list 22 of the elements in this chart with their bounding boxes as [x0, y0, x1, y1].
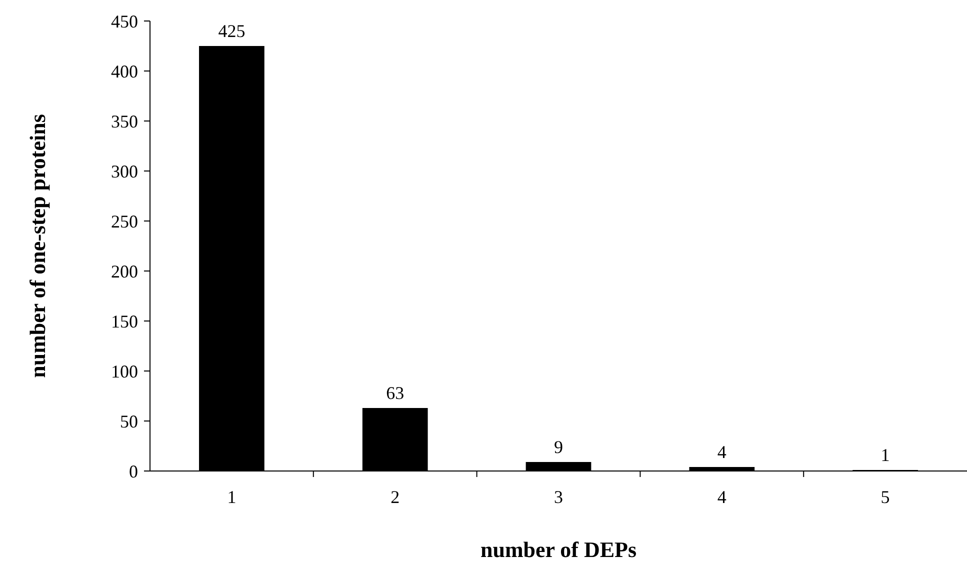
- x-tick-label: 2: [390, 487, 400, 507]
- data-label: 1: [880, 445, 890, 465]
- x-tick-label: 1: [227, 487, 236, 507]
- y-axis-title: number of one-step proteins: [25, 114, 50, 378]
- y-tick-label: 100: [111, 361, 138, 382]
- data-label: 425: [218, 21, 246, 41]
- data-label: 9: [554, 437, 563, 457]
- y-tick-label: 200: [111, 261, 138, 282]
- x-tick-label: 4: [717, 487, 726, 507]
- data-label: 4: [717, 442, 726, 462]
- x-tick-label: 3: [554, 487, 563, 507]
- y-tick-label: 150: [111, 311, 138, 332]
- y-tick-label: 350: [111, 111, 138, 132]
- y-tick-label: 300: [111, 161, 138, 182]
- y-tick-label: 0: [129, 461, 138, 482]
- y-tick-label: 450: [111, 11, 138, 32]
- y-tick-label: 250: [111, 211, 138, 232]
- x-axis-title: number of DEPs: [480, 537, 637, 562]
- x-tick-label: 5: [880, 487, 890, 507]
- data-label: 63: [386, 383, 404, 403]
- y-tick-label: 400: [111, 61, 138, 82]
- y-tick-label: 50: [120, 411, 138, 432]
